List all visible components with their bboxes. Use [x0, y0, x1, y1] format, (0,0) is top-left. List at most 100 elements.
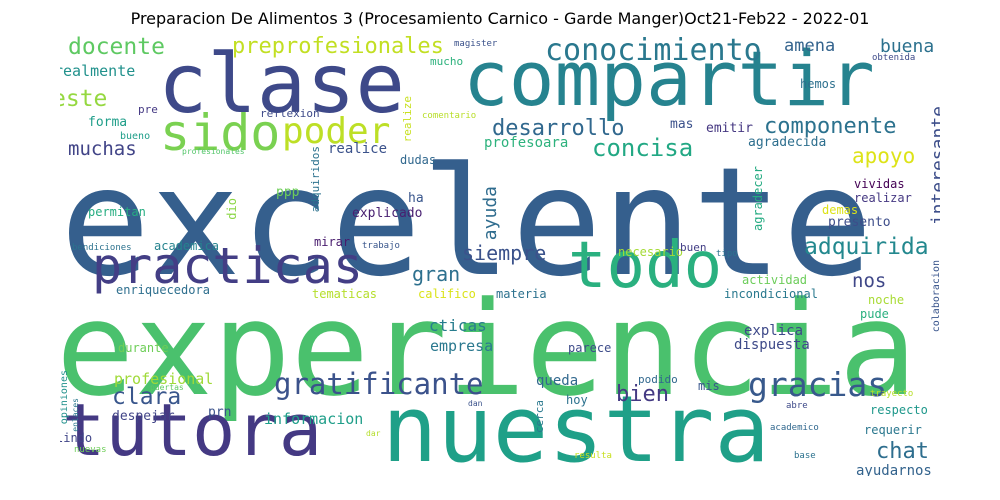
word-noche: noche — [868, 293, 905, 307]
word-emitir: emitir — [706, 121, 753, 136]
word-despejar: despejar — [112, 409, 175, 424]
word-base: base — [794, 451, 816, 461]
word-nuevas: nuevas — [74, 445, 107, 455]
word-presento: presento — [828, 215, 891, 230]
word-amena: amena — [784, 36, 836, 56]
word-enriquecedora: enriquecedora — [116, 283, 210, 297]
word-tematicas: tematicas — [312, 287, 378, 301]
word-podido: podido — [638, 373, 678, 386]
word-gracias: gracias — [748, 365, 888, 404]
word-adquirida: adquirida — [804, 234, 929, 260]
word-academico: academico — [770, 423, 819, 433]
word-opiniones: opiniones — [60, 370, 70, 425]
word-muchas: muchas — [68, 138, 137, 160]
word-profesionales: profesionales — [182, 147, 245, 156]
word-nos: nos — [852, 270, 887, 292]
word-abre: abre — [786, 401, 808, 411]
word-lindo: lindo — [60, 431, 93, 445]
word-dispuesta: dispuesta — [734, 337, 810, 353]
word-ayuda: ayuda — [480, 186, 501, 241]
word-explica: explica — [744, 323, 804, 339]
word-academica: academica — [154, 239, 220, 253]
word-queda: queda — [536, 373, 579, 389]
word-informacion: informacion — [264, 410, 364, 428]
word-ayudarnos: ayudarnos — [856, 463, 932, 476]
word-buena: buena — [880, 36, 935, 57]
word-ha: ha — [408, 191, 424, 206]
word-profesional: profesional — [114, 370, 214, 388]
word-cloud: excelente experiencia nuestra compartir clas… — [60, 36, 940, 476]
word-compartir: compartir — [463, 36, 875, 123]
word-dio: dio — [225, 198, 239, 220]
word-agradecer: agradecer — [751, 166, 765, 232]
word-bueno: bueno — [120, 131, 151, 142]
word-conocimiento: conocimiento — [545, 36, 762, 68]
word-desarrollo: desarrollo — [492, 116, 625, 141]
word-resulta: resulta — [574, 451, 612, 461]
word-enlaces: enlaces — [71, 398, 80, 432]
word-explicado: explicado — [352, 206, 423, 221]
word-todo: todo — [568, 229, 723, 303]
word-interesante: interesante — [928, 106, 940, 226]
word-materia: materia — [496, 287, 547, 301]
word-preprofesionales: preprofesionales — [232, 36, 444, 59]
word-prn: prn — [208, 405, 232, 420]
word-realizar: realizar — [854, 191, 912, 205]
word-cerca: cerca — [533, 400, 546, 434]
word-realmente: realmente — [60, 62, 136, 80]
word-colaboracion: colaboracion — [931, 260, 940, 333]
word-concisa: concisa — [592, 134, 694, 162]
word-tutora: tutora — [62, 388, 323, 472]
word-profesoara: profesoara — [484, 135, 569, 151]
word-vividas: vividas — [854, 177, 905, 191]
word-mirar: mirar — [314, 235, 351, 249]
word-bien: bien — [616, 382, 669, 407]
word-agradecida: agradecida — [748, 135, 827, 150]
word-mucho: mucho — [430, 55, 464, 68]
word-hoy: hoy — [566, 393, 588, 407]
word-incondicional: incondicional — [724, 287, 818, 301]
word-forma: forma — [88, 115, 128, 130]
word-dar: dar — [366, 429, 381, 438]
page-title: Preparacion De Alimentos 3 (Procesamient… — [130, 9, 870, 28]
word-trayecto: trayecto — [870, 389, 914, 399]
word-nuestra: nuestra — [382, 376, 770, 476]
word-realize: realize — [401, 96, 414, 143]
word-empresa: empresa — [430, 337, 494, 355]
word-adquiridos: adquiridos — [309, 146, 322, 213]
word-durante: durante — [118, 341, 169, 355]
word-pre: pre — [138, 103, 158, 116]
word-permitan: permitan — [88, 205, 146, 219]
word-dan: dan — [468, 399, 483, 408]
word-reflexion: reflexion — [260, 107, 320, 120]
word-hemos: hemos — [800, 77, 837, 91]
word-buen: buen — [680, 241, 707, 254]
word-tipo: tipo — [716, 249, 738, 259]
word-clase: clase — [158, 37, 405, 132]
word-realice: realice — [328, 141, 388, 157]
word-sido: sido — [160, 104, 281, 162]
word-mis: mis — [698, 379, 720, 393]
word-ppp: ppp — [276, 185, 300, 200]
word-apoyo: apoyo — [852, 144, 916, 168]
word-practicas: practicas — [92, 237, 363, 295]
word-componente: componente — [764, 114, 897, 139]
word-necesario: necesario — [618, 245, 684, 259]
word-parece: parece — [568, 341, 612, 355]
word-demas: demas — [822, 203, 859, 217]
word-puertas: puertas — [150, 383, 184, 392]
word-pude: pude — [860, 307, 889, 321]
word-bendiciones: bendiciones — [72, 243, 132, 253]
word-mas: mas — [670, 117, 694, 132]
word-experiencia: experiencia — [60, 273, 917, 425]
word-siempre: siempre — [462, 241, 547, 265]
word-requerir: requerir — [864, 423, 922, 437]
word-poder: poder — [282, 111, 391, 152]
word-califico: califico — [418, 287, 476, 301]
word-chat: chat — [876, 439, 929, 464]
word-dudas: dudas — [400, 153, 437, 167]
word-trabajo: trabajo — [362, 241, 400, 251]
word-gratificante: gratificante — [274, 367, 484, 401]
word-excelente: excelente — [60, 136, 873, 310]
